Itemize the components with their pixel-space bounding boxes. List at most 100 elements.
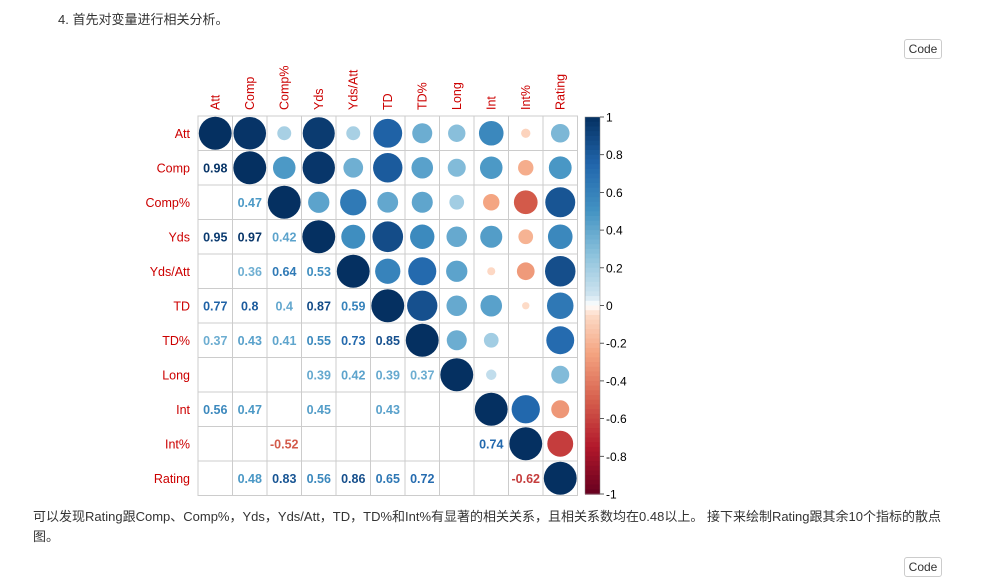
correlation-circle (483, 332, 499, 348)
correlation-value: 0.43 (238, 334, 262, 348)
correlation-circle (407, 290, 438, 321)
colorbar-segment (585, 131, 600, 137)
correlation-value: 0.74 (479, 437, 503, 451)
colorbar-segment (585, 456, 600, 462)
column-label: TD% (415, 82, 429, 110)
matrix-cell (197, 357, 233, 393)
colorbar-segment (585, 418, 600, 424)
correlation-circle (233, 151, 267, 185)
colorbar-segment (585, 258, 600, 264)
correlation-circle (343, 157, 364, 178)
correlation-circle (543, 461, 577, 495)
matrix-cell (232, 357, 268, 393)
correlation-value: 0.59 (341, 299, 365, 313)
colorbar-segment (585, 329, 600, 335)
colorbar-segment (585, 475, 600, 481)
correlation-circle (302, 151, 335, 184)
colorbar-segment (585, 461, 600, 467)
correlation-value: 0.86 (341, 472, 365, 486)
matrix-cell (508, 357, 544, 393)
colorbar-segment (585, 305, 600, 311)
correlation-circle (547, 224, 573, 250)
colorbar-segment (585, 470, 600, 476)
matrix-cell (197, 253, 233, 289)
matrix-cell (266, 253, 302, 289)
matrix-cell (266, 357, 302, 393)
matrix-cell (370, 426, 406, 462)
colorbar-segment (585, 423, 600, 429)
colorbar-segment (585, 178, 600, 184)
correlation-value: 0.39 (376, 368, 400, 382)
correlation-circle (518, 229, 534, 245)
code-button[interactable]: Code (904, 39, 942, 59)
row-label: Yds/Att (150, 265, 191, 279)
colorbar-segment (585, 319, 600, 325)
matrix-cell (404, 460, 440, 496)
colorbar-segment (585, 286, 600, 292)
colorbar-segment (585, 239, 600, 245)
column-label: Long (450, 82, 464, 110)
correlation-circle (373, 118, 403, 148)
colorbar-segment (585, 206, 600, 212)
correlation-circle (412, 123, 433, 144)
colorbar-segment (585, 404, 600, 410)
colorbar-segment (585, 291, 600, 297)
colorbar-tick-label: 0.2 (606, 261, 623, 275)
colorbar-segment (585, 164, 600, 170)
matrix-cell (370, 322, 406, 358)
colorbar-segment (585, 357, 600, 363)
correlation-value: 0.47 (238, 403, 262, 417)
matrix-cell (404, 391, 440, 427)
matrix-cell (439, 391, 475, 427)
correlation-value: 0.36 (238, 265, 262, 279)
correlation-value: 0.77 (203, 299, 227, 313)
correlation-value: 0.72 (410, 472, 434, 486)
analysis-paragraph: 可以发现Rating跟Comp、Comp%，Yds，Yds/Att，TD，TD%… (33, 509, 941, 544)
correlation-circle (277, 126, 292, 141)
colorbar-segment (585, 446, 600, 453)
correlation-value: 0.55 (307, 334, 331, 348)
correlation-circle (511, 395, 540, 424)
matrix-cell (266, 288, 302, 324)
colorbar-tick-label: 0 (606, 299, 613, 313)
colorbar-segment (585, 314, 600, 321)
correlation-circle (308, 191, 330, 213)
matrix-cell (370, 357, 406, 393)
correlation-value: 0.73 (341, 334, 365, 348)
row-label: Int (176, 403, 190, 417)
correlation-circle (479, 156, 503, 180)
colorbar-segment (585, 135, 600, 142)
colorbar-segment (585, 409, 600, 415)
column-label: Yds/Att (346, 69, 360, 110)
correlation-circle (551, 365, 570, 384)
row-label: Att (175, 127, 191, 141)
colorbar-segment (585, 173, 600, 179)
colorbar-tick-label: -1 (606, 488, 617, 501)
matrix-cell (266, 219, 302, 255)
colorbar-segment (585, 395, 600, 401)
colorbar-segment (585, 182, 600, 189)
correlation-circle (411, 191, 433, 213)
correlation-circle (447, 158, 466, 177)
colorbar-segment (585, 121, 600, 128)
correlation-circle (341, 224, 366, 249)
colorbar-segment (585, 428, 600, 434)
colorbar-segment (585, 343, 600, 349)
colorbar-segment (585, 248, 600, 255)
colorbar-segment (585, 253, 600, 259)
correlation-value: 0.41 (272, 334, 296, 348)
colorbar-segment (585, 211, 600, 217)
colorbar-segment (585, 220, 600, 226)
column-label: TD (381, 93, 395, 110)
correlation-circle (410, 224, 435, 249)
matrix-cell (335, 460, 371, 496)
colorbar-tick-label: -0.6 (606, 412, 627, 426)
column-label: Att (208, 94, 222, 110)
correlation-circle (548, 156, 572, 180)
code-button-2[interactable]: Code (904, 557, 942, 577)
matrix-cell (266, 391, 302, 427)
matrix-cell (232, 288, 268, 324)
column-label: Comp% (277, 66, 291, 110)
correlation-circle (486, 369, 497, 380)
colorbar-segment (585, 225, 600, 231)
